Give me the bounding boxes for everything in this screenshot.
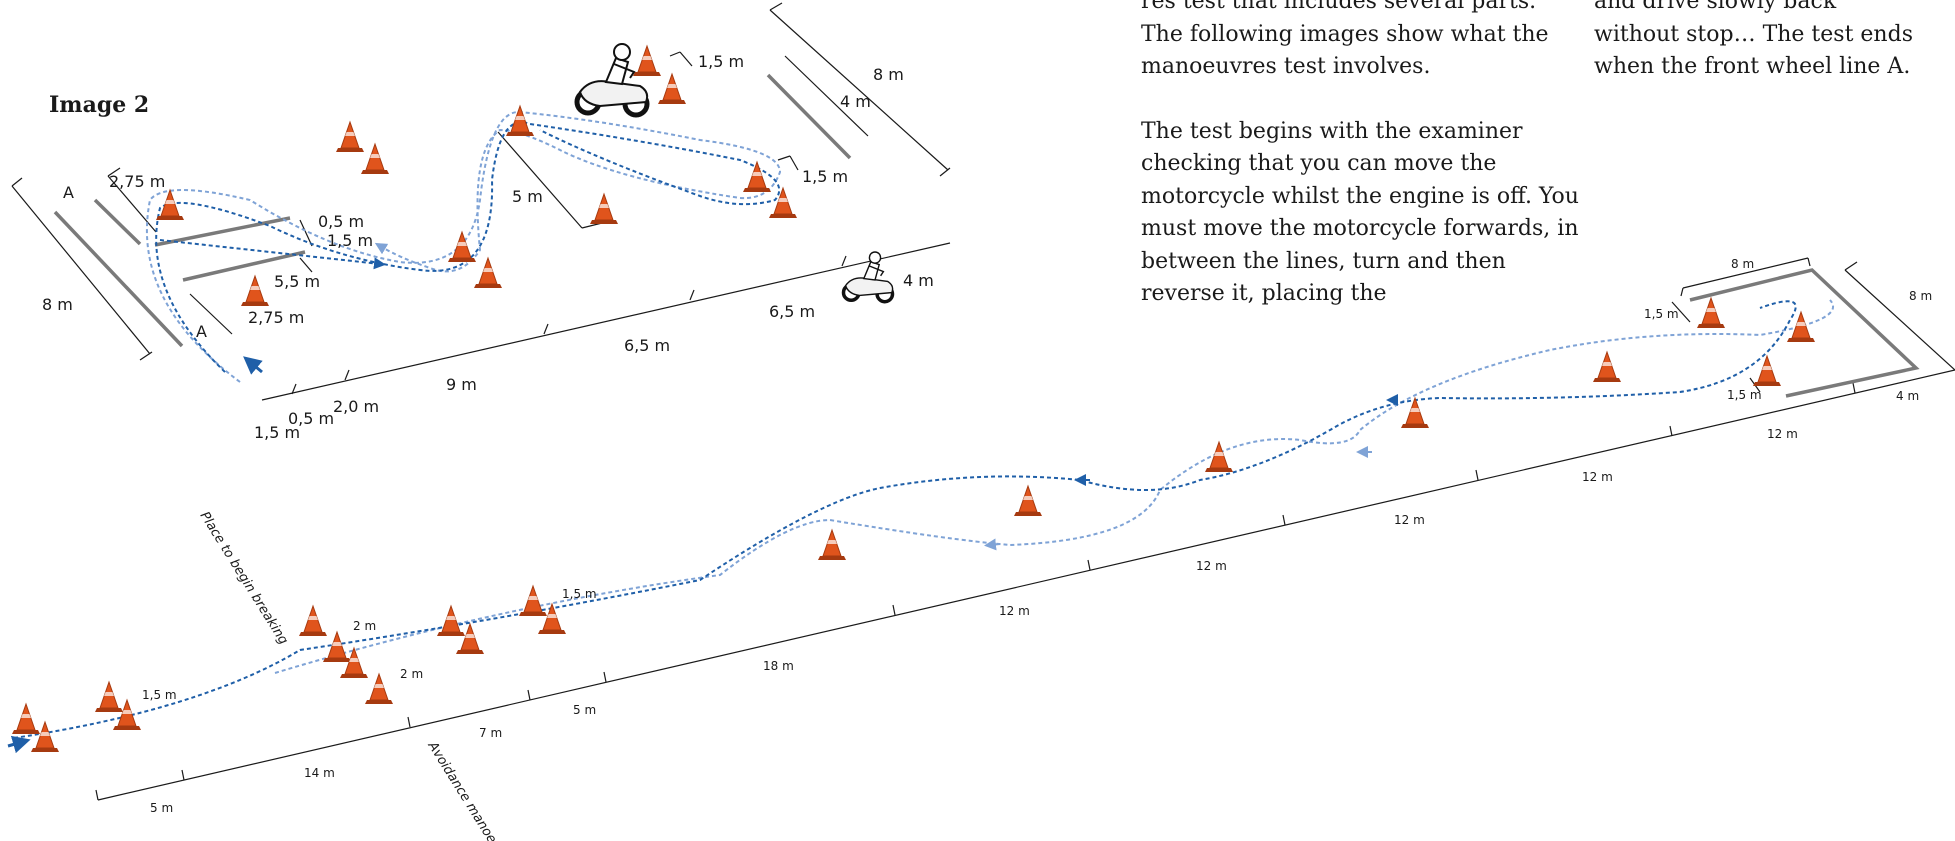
dimension-lines-2 [95, 257, 1955, 801]
paragraph-intro: res test that includes several parts. Th… [1141, 0, 1549, 79]
label-line-a-bottom: A [196, 322, 207, 341]
label-4m-right: 4 m [903, 271, 934, 290]
label-12m-3: 12 m [1394, 513, 1425, 527]
label-braking: Place to begin breaking [197, 509, 291, 647]
path-light-2 [274, 299, 1835, 674]
label-line-a-top: A [63, 183, 74, 202]
motorcycle-icon-2 [841, 250, 895, 304]
label-1-5-bottom: 1,5 m [254, 423, 300, 442]
box-lines-2 [1689, 268, 1920, 398]
label-5m: 5 m [512, 187, 543, 206]
label-avoidance: Avoidance manoeuvre [424, 738, 515, 841]
label-2-75-top: 2,75 m [109, 172, 165, 191]
cones-1 [155, 45, 798, 307]
label-6-5-upper: 6,5 m [769, 302, 815, 321]
path-light-1 [146, 110, 782, 383]
dimension-lines-1 [11, 2, 951, 401]
label-4m-box: 4 m [1896, 389, 1919, 403]
label-18m: 18 m [763, 659, 794, 673]
label-2m-b: 2 m [400, 667, 423, 681]
label-6-5-lower: 6,5 m [624, 336, 670, 355]
label-12m-2: 12 m [1196, 559, 1227, 573]
path-dark-2 [13, 300, 1797, 739]
label-4m-top: 4 m [840, 92, 871, 111]
diagram-slow-manoeuvres: A A 2,75 m 0,5 m 1,5 m 5,5 m 2,75 m 8 m … [11, 2, 951, 442]
label-5-5: 5,5 m [274, 272, 320, 291]
paragraph-test-end: and drive slowly back without stop… The … [1594, 0, 1913, 79]
label-1-5-box-b: 1,5 m [1727, 388, 1762, 402]
dimension-labels-1: A A 2,75 m 0,5 m 1,5 m 5,5 m 2,75 m 8 m … [42, 52, 934, 442]
label-12m-1: 12 m [999, 604, 1030, 618]
label-8m-left: 8 m [42, 295, 73, 314]
figure-label: Image 2 [49, 92, 150, 118]
text-column-2: and drive slowly back without stop… The … [1594, 0, 1955, 84]
label-1-5-right: 1,5 m [802, 167, 848, 186]
label-1-5-slalom: 1,5 m [562, 587, 597, 601]
label-0-5-mid: 0,5 m [318, 212, 364, 231]
cones-2 [11, 297, 1816, 753]
label-1-5-top: 1,5 m [698, 52, 744, 71]
label-7m: 7 m [479, 726, 502, 740]
text-column-1: res test that includes several parts. Th… [1141, 0, 1581, 311]
label-9m: 9 m [446, 375, 477, 394]
label-5m-start: 5 m [150, 801, 173, 815]
label-12m-4: 12 m [1582, 470, 1613, 484]
diagram-faster-manoeuvres: 1,5 m 2 m 2 m 1,5 m 8 m 8 m 1,5 m 1,5 m … [7, 250, 1955, 841]
label-5m-mid: 5 m [573, 703, 596, 717]
label-8m-box-right: 8 m [1909, 289, 1932, 303]
label-8m-box-top: 8 m [1731, 257, 1754, 271]
label-0-5-bottom: 0,5 m [288, 409, 334, 428]
motorcycle-icon [577, 44, 647, 115]
label-1-5-box-a: 1,5 m [1644, 307, 1679, 321]
label-8m-top: 8 m [873, 65, 904, 84]
label-12m-5: 12 m [1767, 427, 1798, 441]
label-1-5-mid: 1,5 m [327, 231, 373, 250]
label-14m: 14 m [304, 766, 335, 780]
paragraph-test-begins: The test begins with the examiner checki… [1141, 118, 1579, 307]
label-1-5-start: 1,5 m [142, 688, 177, 702]
path-dark-1 [155, 121, 781, 373]
label-2m-a: 2 m [353, 619, 376, 633]
lane-lines-1 [53, 73, 852, 348]
label-2-75-bot: 2,75 m [248, 308, 304, 327]
label-2-0: 2,0 m [333, 397, 379, 416]
dimension-labels-2: 1,5 m 2 m 2 m 1,5 m 8 m 8 m 1,5 m 1,5 m … [142, 257, 1932, 841]
